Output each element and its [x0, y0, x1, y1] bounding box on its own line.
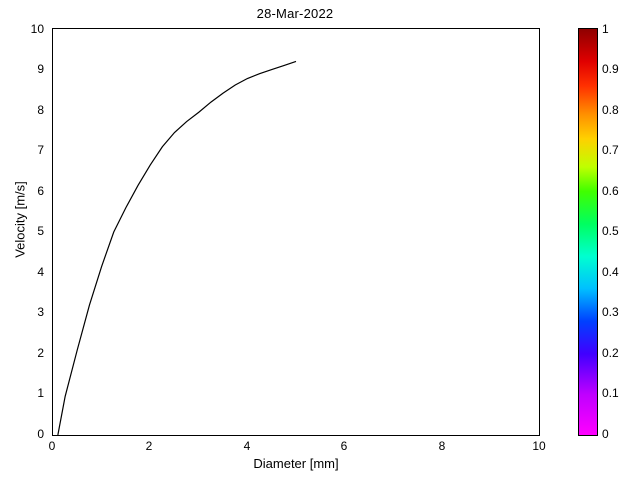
colorbar-tick-label: 0.7 — [602, 143, 619, 157]
y-tick-label: 4 — [37, 265, 44, 279]
x-axis-label: Diameter [mm] — [253, 456, 339, 471]
y-tick-label: 2 — [37, 346, 44, 360]
chart-title: 28-Mar-2022 — [256, 6, 334, 21]
plot-area — [52, 28, 540, 436]
y-tick-label: 10 — [30, 22, 44, 36]
x-tick-label: 8 — [438, 439, 446, 453]
colorbar-tick-label: 0.5 — [602, 224, 619, 238]
x-tick-label: 6 — [340, 439, 348, 453]
colorbar — [578, 28, 598, 436]
data-curve-svg — [57, 60, 297, 435]
colorbar-tick-label: 0.4 — [602, 265, 619, 279]
data-curve — [57, 60, 297, 435]
y-tick-label: 5 — [37, 224, 44, 238]
y-axis-label: Velocity [m/s] — [12, 181, 28, 258]
y-tick-label: 3 — [37, 305, 44, 319]
colorbar-tick-label: 0.8 — [602, 103, 619, 117]
y-tick-label: 7 — [37, 143, 44, 157]
y-tick-label: 8 — [37, 103, 44, 117]
colorbar-tick-label: 1 — [602, 22, 609, 36]
colorbar-tick-label: 0.6 — [602, 184, 619, 198]
x-tick-label: 4 — [243, 439, 251, 453]
y-tick-label: 6 — [37, 184, 44, 198]
y-tick-label: 9 — [37, 62, 44, 76]
y-tick-label: 1 — [37, 386, 44, 400]
x-tick-label: 10 — [532, 439, 546, 453]
colorbar-tick-label: 0.2 — [602, 346, 619, 360]
x-tick-label: 0 — [48, 439, 56, 453]
x-tick-label: 2 — [145, 439, 153, 453]
y-tick-label: 0 — [37, 427, 44, 441]
colorbar-tick-label: 0.9 — [602, 62, 619, 76]
colorbar-tick-label: 0.1 — [602, 386, 619, 400]
colorbar-tick-label: 0.3 — [602, 305, 619, 319]
colorbar-tick-label: 0 — [602, 427, 609, 441]
